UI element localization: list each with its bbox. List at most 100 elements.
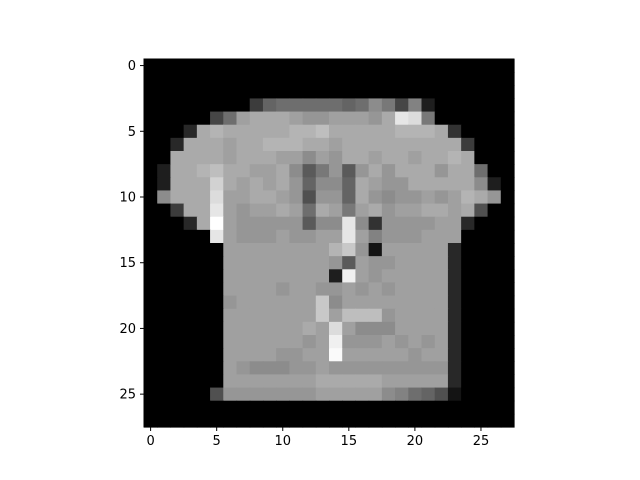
heatmap-cell [342,321,357,336]
heatmap-cell [249,361,264,376]
heatmap-cell [183,243,198,257]
heatmap-cell [408,98,423,113]
heatmap-cell [487,124,502,139]
heatmap-cell [157,151,172,165]
heatmap-cell [157,400,172,415]
heatmap-cell [474,295,489,310]
heatmap-cell [474,321,489,336]
heatmap-cell [408,203,423,218]
heatmap-cell [368,137,383,152]
heatmap-cell [276,400,290,415]
heatmap-cell [408,413,423,428]
heatmap-cell [500,269,515,284]
heatmap-cell [500,413,515,428]
heatmap-cell [236,374,251,389]
heatmap-cell [342,164,357,178]
heatmap-cell [381,321,396,336]
heatmap-cell [408,243,423,257]
heatmap-cell [329,164,343,178]
heatmap-cell [395,335,409,349]
heatmap-cell [461,72,475,86]
heatmap-cell [302,400,317,415]
heatmap-cell [276,282,290,297]
heatmap-cell [408,177,423,192]
heatmap-cell [144,164,158,178]
heatmap-cell [223,216,238,231]
heatmap-cell [157,295,172,310]
heatmap-cell [262,269,277,284]
heatmap-cell [262,72,277,86]
heatmap-cell [249,72,264,86]
heatmap-cell [447,387,462,402]
heatmap-cell [368,361,383,376]
heatmap-cell [262,177,277,192]
heatmap-cell [461,98,475,113]
heatmap-cell [381,177,396,192]
heatmap-cell [223,269,238,284]
heatmap-cell [500,85,515,100]
heatmap-cell [329,98,343,113]
heatmap-cell [302,59,317,73]
heatmap-cell [262,164,277,178]
heatmap-cell [395,164,409,178]
heatmap-cell [395,374,409,389]
heatmap-cell [236,348,251,362]
heatmap-cell [355,308,370,323]
heatmap-cell [302,361,317,376]
heatmap-cell [223,413,238,428]
heatmap-cell [408,151,423,165]
heatmap-cell [144,72,158,86]
heatmap-cell [487,151,502,165]
heatmap-cell [144,151,158,165]
heatmap-cell [500,374,515,389]
heatmap-cell [408,229,423,244]
heatmap-cell [408,85,423,100]
heatmap-cell [249,59,264,73]
heatmap-cell [395,387,409,402]
heatmap-cell [447,137,462,152]
heatmap-cell [196,203,211,218]
heatmap-cell [487,308,502,323]
heatmap-cell [223,400,238,415]
heatmap-cell [223,72,238,86]
heatmap-cell [157,256,172,270]
heatmap-cell [474,137,489,152]
heatmap-cell [302,190,317,205]
heatmap-cell [434,308,449,323]
heatmap-cell [144,400,158,415]
heatmap-cell [210,387,224,402]
heatmap-cell [249,348,264,362]
heatmap-cell [210,72,224,86]
heatmap-cell [276,72,290,86]
heatmap-cell [196,361,211,376]
heatmap-cell [183,216,198,231]
heatmap-cell [329,151,343,165]
heatmap-cell [447,269,462,284]
heatmap-cell [236,308,251,323]
heatmap-cell [236,203,251,218]
heatmap-cell [368,177,383,192]
heatmap-cell [434,85,449,100]
heatmap-cell [408,59,423,73]
heatmap-cell [474,282,489,297]
heatmap-cell [434,98,449,113]
heatmap-cell [487,98,502,113]
heatmap-cell [196,282,211,297]
y-tick-label: 25 [119,388,136,403]
heatmap-cell [315,361,330,376]
heatmap-cell [421,400,436,415]
heatmap-cell [289,335,304,349]
heatmap-cell [342,269,357,284]
heatmap-cell [262,335,277,349]
heatmap-cell [447,348,462,362]
x-axis: 0 5 10 15 20 25 [146,427,489,449]
heatmap-cell [302,374,317,389]
heatmap-cell [329,203,343,218]
heatmap-cell [408,164,423,178]
heatmap-cell [381,190,396,205]
heatmap-cell [223,137,238,152]
heatmap-cell [210,335,224,349]
heatmap-cell [500,282,515,297]
heatmap-cell [315,216,330,231]
heatmap-cell [461,282,475,297]
